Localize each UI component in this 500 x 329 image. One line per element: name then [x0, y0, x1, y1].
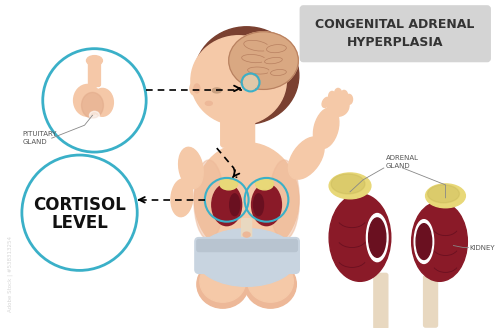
Ellipse shape [340, 90, 347, 100]
Ellipse shape [203, 91, 221, 105]
Text: CONGENITAL ADRENAL
HYPERPLASIA: CONGENITAL ADRENAL HYPERPLASIA [315, 18, 474, 49]
Ellipse shape [334, 89, 342, 98]
Text: Adobe Stock | #538313254: Adobe Stock | #538313254 [7, 236, 12, 312]
Ellipse shape [414, 220, 434, 264]
Ellipse shape [171, 179, 193, 217]
Ellipse shape [246, 65, 272, 76]
Ellipse shape [329, 194, 391, 281]
Ellipse shape [206, 101, 212, 105]
Ellipse shape [328, 91, 336, 101]
Ellipse shape [256, 178, 274, 190]
Circle shape [43, 49, 146, 152]
Ellipse shape [262, 55, 284, 66]
Ellipse shape [196, 229, 298, 286]
Text: CORTISOL: CORTISOL [33, 196, 126, 214]
Ellipse shape [254, 194, 264, 216]
Ellipse shape [194, 143, 299, 257]
Ellipse shape [322, 97, 330, 107]
Ellipse shape [194, 160, 224, 240]
Ellipse shape [252, 184, 282, 226]
Ellipse shape [92, 89, 114, 116]
Ellipse shape [74, 85, 102, 116]
Ellipse shape [242, 38, 272, 53]
Ellipse shape [244, 261, 296, 308]
Ellipse shape [428, 185, 460, 203]
FancyBboxPatch shape [424, 275, 438, 327]
Ellipse shape [228, 32, 298, 89]
FancyBboxPatch shape [242, 219, 252, 240]
Ellipse shape [194, 84, 200, 93]
Circle shape [22, 155, 137, 270]
Ellipse shape [270, 160, 300, 240]
Ellipse shape [268, 67, 288, 78]
Ellipse shape [331, 174, 365, 194]
Ellipse shape [426, 184, 466, 208]
Ellipse shape [288, 137, 324, 179]
Ellipse shape [368, 218, 386, 257]
FancyBboxPatch shape [300, 6, 490, 62]
Ellipse shape [248, 261, 294, 302]
FancyBboxPatch shape [88, 61, 101, 87]
Ellipse shape [327, 94, 349, 116]
Ellipse shape [220, 178, 238, 190]
Ellipse shape [314, 108, 339, 149]
Ellipse shape [243, 232, 250, 237]
Ellipse shape [190, 82, 200, 95]
FancyBboxPatch shape [221, 119, 254, 147]
Ellipse shape [178, 147, 203, 189]
Ellipse shape [200, 261, 246, 302]
Ellipse shape [329, 173, 371, 199]
Ellipse shape [197, 261, 248, 308]
Circle shape [244, 75, 258, 89]
Ellipse shape [212, 184, 242, 226]
Text: LEVEL: LEVEL [51, 214, 108, 232]
Ellipse shape [416, 224, 432, 260]
Ellipse shape [191, 36, 286, 125]
Ellipse shape [82, 92, 104, 118]
Ellipse shape [86, 56, 102, 65]
Ellipse shape [412, 202, 468, 281]
FancyBboxPatch shape [197, 240, 298, 251]
Text: KIDNEY: KIDNEY [470, 244, 495, 250]
Ellipse shape [346, 94, 352, 104]
Ellipse shape [240, 53, 268, 65]
Ellipse shape [194, 27, 299, 124]
Ellipse shape [230, 194, 239, 216]
Ellipse shape [212, 88, 221, 93]
Ellipse shape [264, 43, 288, 55]
FancyBboxPatch shape [374, 273, 388, 329]
Ellipse shape [366, 214, 388, 262]
Text: PITUITARY
GLAND: PITUITARY GLAND [23, 131, 58, 145]
Ellipse shape [90, 111, 100, 119]
FancyBboxPatch shape [195, 238, 300, 273]
Text: ADRENAL
GLAND: ADRENAL GLAND [386, 155, 419, 169]
